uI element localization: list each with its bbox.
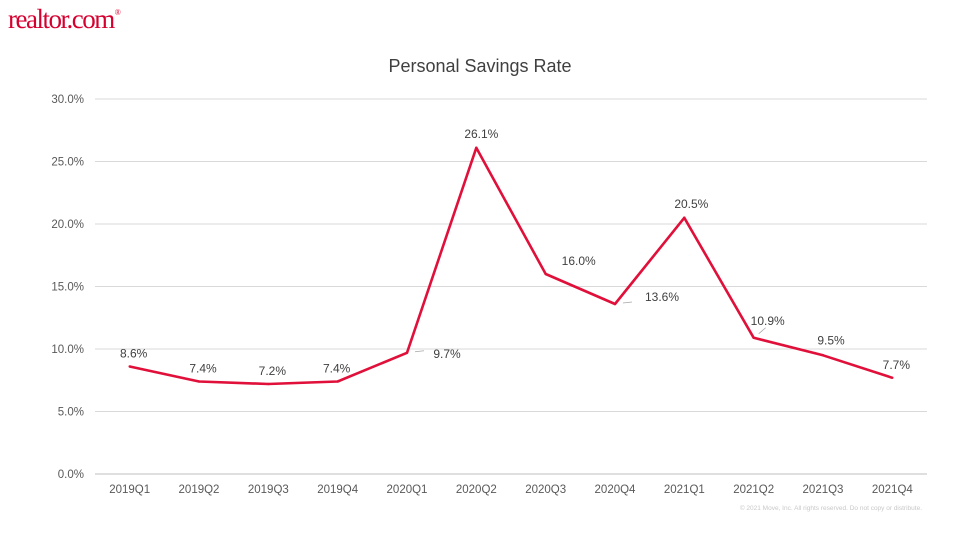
y-tick-label: 20.0% <box>51 219 84 231</box>
data-point <box>891 376 894 379</box>
x-tick-label: 2021Q3 <box>803 484 844 496</box>
x-tick-label: 2020Q2 <box>456 484 497 496</box>
data-point <box>267 382 270 386</box>
data-point <box>752 336 755 339</box>
data-label: 26.1% <box>464 127 498 141</box>
x-tick-label: 2020Q3 <box>525 484 566 496</box>
x-tick-label: 2020Q1 <box>387 484 428 496</box>
y-tick-label: 10.0% <box>51 344 84 356</box>
label-leader-line <box>622 301 633 304</box>
data-label: 9.7% <box>433 347 461 361</box>
data-label: 7.4% <box>323 362 351 376</box>
data-label: 20.5% <box>674 197 708 211</box>
logo-text: realtor.com <box>8 4 115 34</box>
x-tick-label: 2021Q1 <box>664 484 705 496</box>
y-tick-label: 30.0% <box>51 94 84 106</box>
x-tick-label: 2021Q4 <box>872 484 914 496</box>
registered-mark: ® <box>114 8 121 17</box>
data-point <box>821 354 825 357</box>
data-label: 7.2% <box>259 364 287 378</box>
copyright-notice: © 2021 Move, Inc. All rights reserved. D… <box>739 505 922 512</box>
data-label: 13.6% <box>645 290 679 304</box>
x-axis-ticks: 2019Q1 2019Q2 2019Q3 2019Q4 2020Q1 2020Q2 2020… <box>109 484 913 496</box>
label-leader-line <box>758 327 766 335</box>
x-tick-label: 2019Q4 <box>317 484 359 496</box>
y-tick-label: 5.0% <box>58 407 84 419</box>
data-label: 9.5% <box>817 333 845 347</box>
data-point <box>544 272 547 276</box>
data-label: 8.6% <box>120 347 148 361</box>
y-tick-label: 0.0% <box>58 469 84 481</box>
data-point <box>613 302 617 306</box>
data-label: 7.4% <box>189 362 217 376</box>
data-label: 7.7% <box>883 358 911 372</box>
data-labels: 8.6% 7.4% 7.2% 7.4% 9.7% 26.1% 16.0% 13.6% 20.5%… <box>120 127 910 378</box>
x-tick-label: 2020Q4 <box>595 484 637 496</box>
x-tick-label: 2019Q1 <box>109 484 150 496</box>
label-leader-line <box>414 350 425 353</box>
series-layer <box>128 146 894 386</box>
data-label: 10.9% <box>751 314 785 328</box>
y-axis-ticks: 0.0% 5.0% 10.0% 15.0% 20.0% 25.0% 30.0% <box>51 94 84 481</box>
data-point <box>336 380 339 383</box>
series-line <box>129 146 893 386</box>
y-tick-label: 15.0% <box>51 282 84 294</box>
x-tick-label: 2019Q2 <box>179 484 220 496</box>
chart-title: Personal Savings Rate <box>388 56 572 76</box>
data-point <box>475 146 478 149</box>
data-point <box>128 365 131 368</box>
y-tick-label: 25.0% <box>51 157 84 169</box>
data-label: 16.0% <box>562 254 596 268</box>
x-tick-label: 2021Q2 <box>733 484 774 496</box>
data-point <box>683 216 686 219</box>
realtor-logo: realtor.com® <box>8 6 121 33</box>
gridlines <box>95 98 927 475</box>
x-tick-label: 2019Q3 <box>248 484 289 496</box>
data-point <box>197 380 201 383</box>
data-point <box>405 351 409 354</box>
